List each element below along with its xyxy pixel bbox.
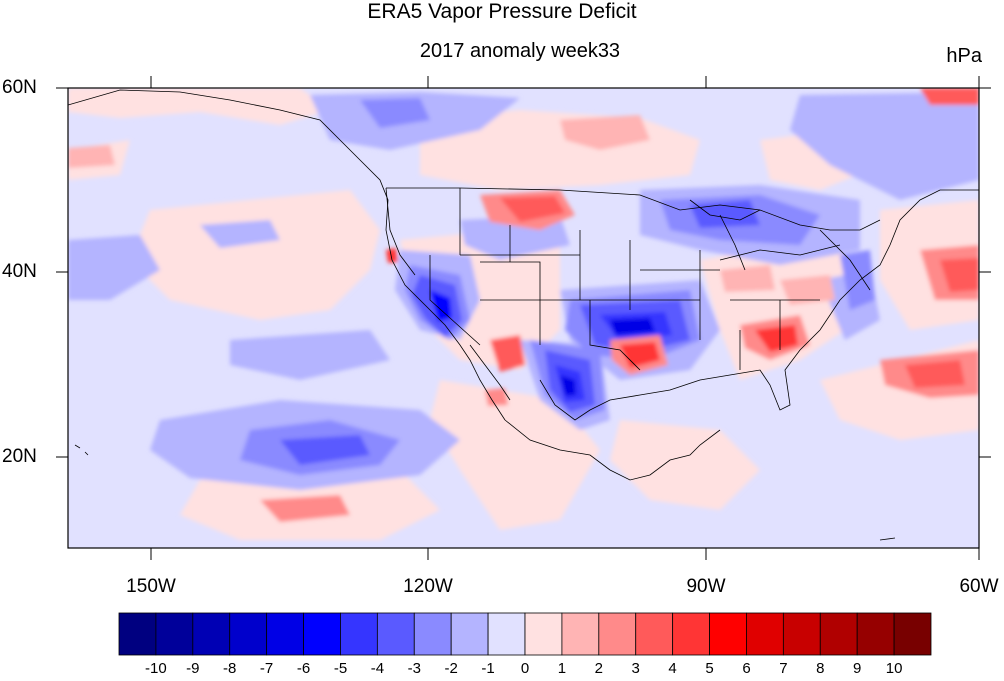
map-title: ERA5 Vapor Pressure Deficit — [367, 0, 637, 23]
lon-label-150w: 150W — [126, 576, 176, 597]
lon-label-60w: 60W — [959, 576, 999, 597]
lat-label-60n: 60N — [2, 77, 37, 98]
colorbar-tick-label: 8 — [816, 660, 825, 677]
colorbar-swatch — [746, 612, 784, 656]
colorbar-swatch — [893, 612, 932, 656]
colorbar-swatch — [192, 612, 231, 656]
lon-label-120w: 120W — [403, 576, 453, 597]
colorbar-tick-label: 4 — [668, 660, 677, 677]
colorbar-swatch — [672, 612, 710, 656]
colorbar-swatch — [709, 612, 747, 656]
colorbar-tick-label: 9 — [853, 660, 862, 677]
colorbar-swatch — [635, 612, 674, 656]
colorbar-swatch — [524, 612, 563, 656]
lat-label-40n: 40N — [2, 261, 37, 282]
colorbar-tick-label: -1 — [481, 660, 495, 677]
colorbar-swatch — [450, 612, 489, 656]
map-subtitle: 2017 anomaly week33 — [419, 40, 621, 62]
colorbar-tick-label: 5 — [705, 660, 714, 677]
colorbar-tick-label: -2 — [444, 660, 458, 677]
colorbar-tick-label: -7 — [259, 660, 274, 677]
tick-marks — [56, 76, 991, 560]
colorbar-tick-label: 7 — [779, 660, 788, 677]
colorbar-tick-label: 0 — [520, 660, 530, 677]
colorbar-tick-label: -9 — [186, 660, 200, 677]
colorbar-tick-label: -10 — [145, 660, 167, 677]
colorbar-swatch — [118, 612, 157, 656]
colorbar-swatch — [266, 612, 304, 656]
colorbar-tick-label: -3 — [407, 660, 421, 677]
lon-label-90w: 90W — [686, 576, 726, 597]
colorbar-tick-label: 3 — [631, 660, 640, 677]
colorbar-swatch — [413, 612, 452, 656]
colorbar-swatch — [598, 612, 637, 656]
colorbar-tick-label: -5 — [333, 660, 348, 677]
colorbar-swatch — [155, 612, 194, 656]
colorbar-swatch — [782, 612, 821, 656]
map-frame — [67, 87, 980, 549]
anomaly-field — [68, 88, 979, 548]
colorbar-tick-label: 10 — [885, 660, 903, 677]
units-label: hPa — [946, 45, 982, 67]
colorbar-swatch — [819, 612, 858, 656]
coastlines — [68, 89, 979, 541]
colorbar-tick-label: 6 — [742, 660, 751, 677]
colorbar-tick-label: -4 — [370, 660, 385, 677]
lat-label-20n: 20N — [2, 446, 37, 467]
colorbar-tick-label: -8 — [223, 660, 237, 677]
colorbar-swatch — [856, 612, 895, 656]
colorbar-tick-label: 1 — [557, 660, 567, 677]
colorbar-tick-label: 2 — [594, 660, 603, 677]
colorbar-swatch — [561, 612, 600, 656]
colorbar-swatch — [376, 612, 415, 656]
colorbar-swatch — [340, 612, 378, 656]
colorbar-swatch — [229, 612, 268, 656]
colorbar-tick-label: -6 — [296, 660, 311, 677]
colorbar-swatch — [303, 612, 341, 656]
colorbar-swatch — [487, 612, 526, 656]
